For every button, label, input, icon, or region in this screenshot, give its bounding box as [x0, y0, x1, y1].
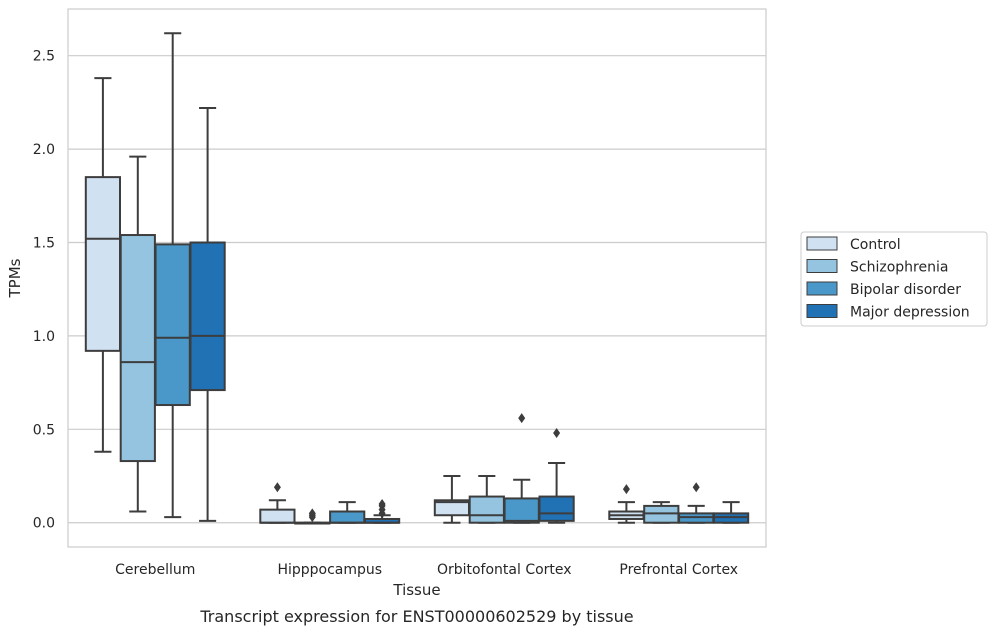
box-body — [119, 234, 156, 463]
legend-label-schizophrenia: Schizophrenia — [850, 260, 948, 276]
box-body — [329, 510, 366, 524]
legend-label-control: Control — [850, 237, 901, 253]
box-cerebellum-bipolar-disorder — [154, 32, 191, 519]
plot-frame — [67, 8, 767, 548]
y-tick-label: 2.5 — [33, 49, 55, 65]
y-axis-label: TPMs — [6, 258, 24, 298]
box-prefrontal-cortex-control — [608, 484, 645, 524]
y-tick-labels: 0.0 0.5 1.0 1.5 2.0 2.5 — [33, 49, 55, 532]
legend-label-major-depression: Major depression — [850, 305, 970, 321]
y-tick-label: 1.0 — [33, 329, 55, 345]
boxes — [84, 32, 750, 525]
chart-title: Transcript expression for ENST0000060252… — [199, 607, 633, 626]
legend-frame — [800, 231, 988, 327]
y-tick-label: 0.5 — [33, 422, 55, 438]
box-hipppocampus-schizophrenia — [294, 508, 331, 525]
outlier-point — [273, 482, 281, 493]
box-prefrontal-cortex-bipolar-disorder — [678, 482, 715, 524]
x-tick-label: Orbitofontal Cortex — [437, 562, 572, 578]
box-body — [84, 176, 122, 352]
box-orbitofontal-cortex-bipolar-disorder — [503, 413, 540, 524]
box-orbitofontal-cortex-control — [433, 475, 471, 524]
box-body — [503, 497, 540, 524]
outlier-point — [308, 508, 316, 519]
legend-swatch-control — [806, 236, 838, 251]
box-cerebellum-schizophrenia — [119, 155, 156, 513]
box-body — [538, 495, 575, 522]
x-tick-labels: Cerebellum Hipppocampus Orbitofontal Corte… — [115, 562, 738, 578]
x-tick-label: Cerebellum — [115, 562, 195, 578]
outlier-point — [692, 482, 700, 493]
box-prefrontal-cortex-schizophrenia — [643, 501, 680, 524]
y-tick-label: 2.0 — [33, 142, 55, 158]
legend-swatch-major-depression — [806, 304, 838, 318]
outlier-point — [622, 484, 630, 495]
box-body — [468, 495, 505, 524]
box-body — [154, 243, 191, 407]
x-tick-label: Prefrontal Cortex — [619, 562, 738, 578]
box-orbitofontal-cortex-major-depression — [538, 428, 575, 524]
box-hipppocampus-control — [259, 482, 296, 524]
box-orbitofontal-cortex-schizophrenia — [468, 475, 505, 524]
legend-swatch-bipolar-disorder — [806, 281, 838, 296]
box-body — [259, 508, 296, 524]
legend-label-bipolar-disorder: Bipolar disorder — [850, 282, 961, 298]
outlier-point — [378, 499, 386, 510]
x-axis-label: Tissue — [392, 581, 440, 599]
outlier-point — [518, 413, 526, 424]
outlier-point — [553, 428, 561, 439]
box-cerebellum-major-depression — [189, 107, 226, 522]
box-hipppocampus-bipolar-disorder — [329, 501, 366, 524]
x-tick-label: Hipppocampus — [277, 562, 382, 578]
y-tick-label: 0.0 — [33, 516, 55, 532]
legend-swatch-schizophrenia — [806, 259, 838, 273]
legend: Control Schizophrenia Bipolar disorder Majo… — [800, 231, 988, 327]
box-hipppocampus-major-depression — [363, 499, 401, 524]
y-tick-label: 1.5 — [33, 236, 55, 252]
box-body — [189, 241, 226, 392]
box-prefrontal-cortex-major-depression — [712, 501, 750, 524]
box-cerebellum-control — [84, 77, 122, 453]
